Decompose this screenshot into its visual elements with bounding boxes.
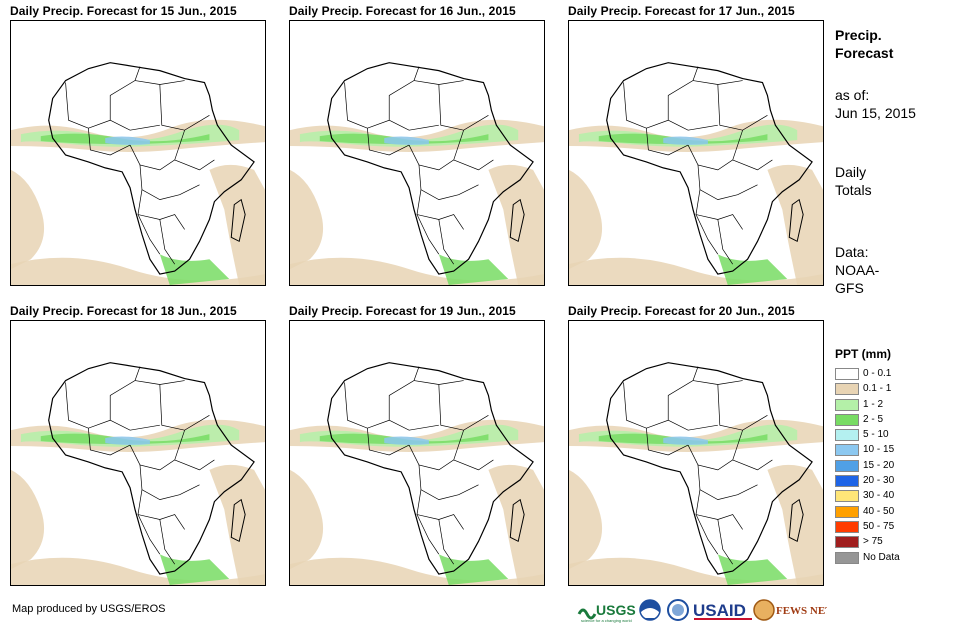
legend-swatch (835, 490, 859, 503)
legend-swatch (835, 429, 859, 442)
precip-map (289, 320, 545, 586)
fews-net-logo-text: FEWS NET (776, 605, 827, 617)
as-of-date: as of: Jun 15, 2015 (835, 87, 916, 121)
legend-label: > 75 (863, 536, 883, 548)
legend-swatch (835, 413, 859, 426)
precip-map (10, 320, 266, 586)
legend-title: PPT (mm) (835, 347, 892, 361)
legend-label: 50 - 75 (863, 520, 895, 532)
precip-map (568, 20, 824, 286)
panel-title: Daily Precip. Forecast for 15 Jun., 2015 (10, 4, 237, 18)
legend-label: 10 - 15 (863, 444, 895, 456)
legend-label: 0 - 0.1 (863, 368, 892, 379)
legend-swatch (835, 536, 859, 549)
legend-label: 5 - 10 (863, 429, 889, 441)
africa-map (11, 62, 265, 285)
africa-map (11, 362, 265, 585)
daily-totals-label: Daily Totals (835, 164, 872, 198)
precip-map (10, 20, 266, 286)
legend-swatch (835, 368, 859, 380)
panel-title: Daily Precip. Forecast for 20 Jun., 2015 (568, 304, 795, 318)
precip-map (568, 320, 824, 586)
usgs-logo-text: USGS (596, 602, 636, 618)
legend-swatch (835, 505, 859, 518)
legend-label: 20 - 30 (863, 475, 895, 487)
side-heading: Precip. Forecast (835, 27, 894, 61)
usgs-logo: USGS science for a changing world (577, 602, 636, 623)
legend-swatch (835, 383, 859, 396)
legend-swatch (835, 459, 859, 472)
legend-label: 30 - 40 (863, 490, 895, 502)
fews-net-logo: FEWS NET (753, 599, 827, 621)
usaid-logo: USAID (693, 601, 752, 620)
noaa-logo (639, 599, 661, 621)
usgs-tagline: science for a changing world (581, 618, 632, 623)
legend-swatch (835, 444, 859, 457)
legend-label: 15 - 20 (863, 459, 895, 471)
legend-label: 0.1 - 1 (863, 383, 892, 395)
legend-label: No Data (863, 551, 900, 563)
map-credit: Map produced by USGS/EROS (12, 603, 166, 615)
legend-label: 2 - 5 (863, 413, 884, 425)
precip-map (289, 20, 545, 286)
africa-map (290, 362, 544, 585)
africa-map (569, 362, 823, 585)
legend-swatch (835, 520, 859, 533)
legend-swatch (835, 551, 859, 564)
panel-title: Daily Precip. Forecast for 16 Jun., 2015 (289, 4, 516, 18)
data-source: Data: NOAA- GFS (835, 244, 880, 296)
panel-title: Daily Precip. Forecast for 17 Jun., 2015 (568, 4, 795, 18)
africa-map (290, 62, 544, 285)
legend-swatch (835, 475, 859, 488)
legend-label: 40 - 50 (863, 505, 895, 517)
panel-title: Daily Precip. Forecast for 19 Jun., 2015 (289, 304, 516, 318)
usaid-logo-text: USAID (693, 601, 746, 620)
legend-swatch (835, 398, 859, 411)
africa-map (569, 62, 823, 285)
partner-logos: USGS science for a changing world USAID … (577, 599, 827, 623)
panel-title: Daily Precip. Forecast for 18 Jun., 2015 (10, 304, 237, 318)
doi-seal (667, 599, 689, 621)
legend-label: 1 - 2 (863, 398, 884, 410)
